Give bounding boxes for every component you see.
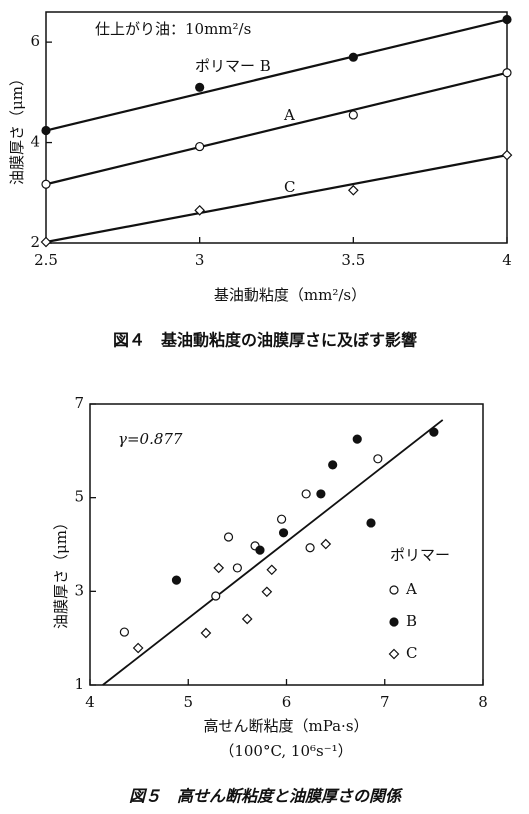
x-tick-label: 6: [282, 693, 292, 711]
y-tick-label: 4: [30, 133, 40, 151]
marker: [278, 528, 289, 538]
x-axis-sublabel: （100°C, 10⁶s⁻¹）: [219, 742, 352, 760]
x-tick-label: 2.5: [34, 251, 58, 269]
x-tick-label: 4: [85, 693, 95, 711]
marker: [301, 489, 311, 499]
x-axis-label: 高せん断粘度（mPa·s）: [203, 717, 368, 735]
series-label: C: [284, 178, 295, 196]
x-tick-label: 7: [380, 693, 390, 711]
marker: [316, 489, 326, 499]
y-tick-label: 7: [74, 394, 84, 412]
legend-label: B: [406, 612, 417, 630]
marker: [305, 543, 315, 553]
marker: [276, 514, 287, 524]
marker: [132, 642, 144, 654]
series-label: ポリマー B: [195, 57, 271, 75]
trend-line: [102, 419, 444, 686]
marker: [328, 460, 338, 470]
marker: [261, 586, 273, 598]
marker: [194, 205, 206, 216]
marker: [40, 236, 52, 248]
marker: [348, 110, 358, 120]
marker: [171, 575, 182, 585]
marker: [200, 627, 212, 639]
marker: [366, 518, 376, 528]
marker: [501, 149, 513, 161]
marker: [320, 538, 332, 550]
marker: [195, 82, 205, 92]
y-tick-label: 1: [74, 675, 84, 693]
marker: [119, 627, 129, 637]
x-tick-label: 5: [183, 693, 193, 711]
legend-label: C: [406, 644, 417, 662]
marker: [213, 562, 225, 574]
x-axis-label: 基油動粘度（mm²/s）: [214, 286, 366, 304]
series-label: A: [283, 106, 295, 124]
marker: [348, 52, 358, 62]
marker: [373, 454, 383, 464]
marker: [232, 563, 242, 573]
legend-marker: [388, 648, 400, 660]
legend-label: A: [405, 580, 417, 598]
marker: [223, 532, 234, 542]
caption: 図５ 高せん断粘度と油膜厚さの関係: [129, 787, 404, 806]
y-tick-label: 3: [74, 581, 84, 599]
marker: [347, 184, 359, 196]
marker: [352, 434, 362, 444]
marker: [266, 564, 278, 576]
x-tick-label: 8: [478, 693, 488, 711]
x-tick-label: 3: [195, 251, 205, 269]
trend-line: [45, 154, 508, 244]
annotation: 仕上がり油：10mm²/s: [95, 20, 251, 38]
marker: [241, 613, 253, 625]
y-axis-label: 油膜厚さ（μm）: [52, 515, 70, 629]
marker: [195, 141, 205, 152]
trend-line: [45, 71, 508, 186]
trend-line: [45, 18, 508, 132]
x-tick-label: 4: [502, 251, 512, 269]
marker: [255, 545, 265, 555]
y-axis-label: 油膜厚さ（μm）: [8, 71, 26, 185]
marker: [429, 427, 439, 437]
marker: [41, 179, 51, 189]
marker: [502, 14, 512, 25]
legend-title: ポリマー: [390, 546, 450, 564]
x-tick-label: 3.5: [341, 251, 365, 269]
caption: 図４ 基油動粘度の油膜厚さに及ぼす影響: [113, 331, 417, 350]
annotation: γ=0.877: [118, 430, 183, 448]
legend-marker: [389, 617, 399, 627]
y-tick-label: 2: [30, 233, 40, 251]
y-tick-label: 6: [30, 32, 40, 50]
y-tick-label: 5: [74, 488, 84, 506]
marker: [211, 591, 221, 601]
marker: [41, 125, 51, 136]
legend-marker: [389, 585, 399, 595]
marker: [502, 68, 512, 78]
